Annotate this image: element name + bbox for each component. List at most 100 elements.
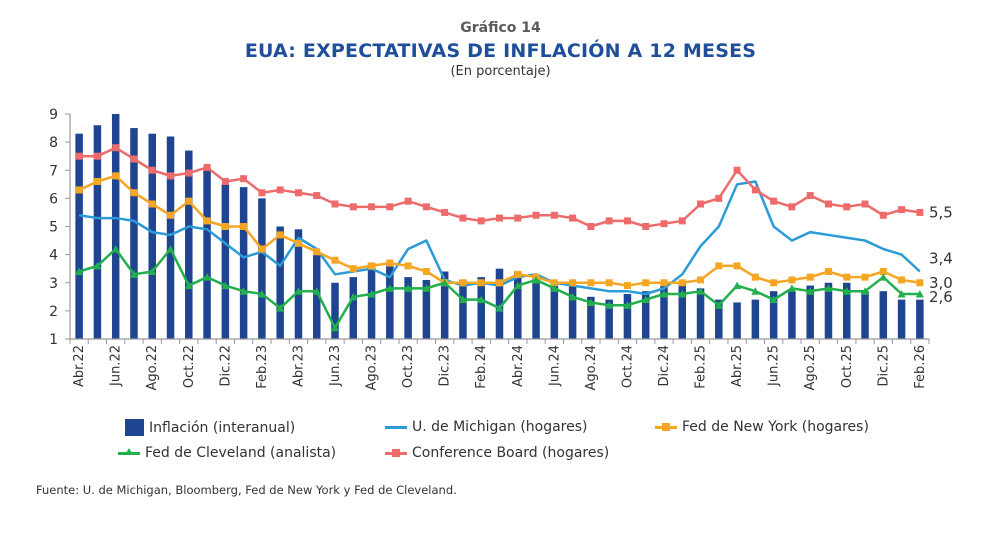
square-marker: [75, 186, 83, 194]
square-marker: [770, 279, 778, 287]
chart-number: Gráfico 14: [460, 20, 541, 36]
triangle-marker: [787, 284, 796, 292]
square-marker: [623, 217, 631, 225]
bar-inflacion: [367, 263, 376, 339]
square-marker: [185, 169, 193, 177]
x-tick-label: Dic.23: [438, 345, 453, 386]
x-tick-label: Oct.24: [620, 345, 635, 388]
x-tick-label: Abr.24: [511, 345, 526, 387]
legend-item-newyork: Fed de New York (hogares): [655, 419, 869, 435]
legend-swatch-line: [385, 448, 407, 457]
triangle-marker: [404, 284, 413, 292]
chart-subtitle: (En porcentaje): [450, 64, 551, 79]
bar-inflacion: [587, 296, 595, 339]
square-marker: [496, 279, 503, 287]
square-marker: [697, 200, 705, 208]
y-tick-label: 6: [49, 191, 58, 207]
square-marker: [441, 208, 449, 216]
square-marker: [404, 197, 412, 205]
triangle-marker: [751, 287, 760, 295]
y-tick-label: 5: [49, 220, 58, 236]
square-marker: [843, 273, 851, 281]
square-marker: [879, 211, 887, 219]
square-marker: [93, 152, 101, 160]
x-tick-label: Jun.22: [109, 345, 124, 387]
square-marker: [496, 214, 503, 222]
square-marker: [221, 223, 229, 230]
bar-inflacion: [477, 277, 485, 339]
square-marker: [386, 203, 394, 211]
bar-inflacion: [751, 299, 760, 339]
triangle-marker: [93, 261, 102, 270]
bar-inflacion: [440, 271, 449, 339]
bar-inflacion: [715, 299, 723, 339]
legend-label: Fed de New York (hogares): [682, 419, 869, 435]
triangle-marker: [477, 295, 486, 304]
x-tick-label: Dic.24: [657, 345, 672, 386]
bar-inflacion: [568, 285, 577, 339]
square-marker: [294, 189, 302, 197]
square-marker: [678, 279, 686, 287]
square-marker: [276, 231, 284, 239]
bar-inflacion: [294, 229, 303, 339]
bar-inflacion: [349, 277, 358, 339]
triangle-marker: [879, 273, 888, 281]
bar-inflacion: [861, 291, 869, 339]
legend-item-inflacion: Inflación (interanual): [125, 419, 295, 436]
y-tick-label: 1: [49, 332, 58, 348]
square-marker: [167, 211, 175, 219]
square-marker: [715, 194, 723, 202]
legend-item-conference-board: Conference Board (hogares): [385, 445, 609, 461]
axes: [69, 114, 930, 344]
square-marker: [514, 214, 522, 222]
square-marker: [422, 203, 430, 211]
triangle-marker: [915, 290, 924, 298]
square-marker: [678, 217, 686, 225]
x-tick-label: Jun.25: [767, 345, 782, 387]
x-tick-label: Ago.24: [584, 345, 599, 391]
bar-inflacion: [495, 268, 504, 339]
triangle-marker: [550, 284, 559, 292]
square-marker: [916, 279, 924, 287]
square-marker: [185, 197, 193, 205]
square-marker: [550, 279, 558, 287]
legend-swatch-bar: [125, 419, 144, 436]
square-marker: [861, 200, 869, 208]
bar-inflacion: [916, 299, 924, 339]
square-marker: [843, 203, 851, 211]
square-marker: [386, 259, 394, 267]
square-marker: [167, 172, 175, 180]
bar-inflacion: [312, 254, 321, 339]
legend-swatch-line: [655, 422, 677, 431]
bar-inflacion: [514, 271, 522, 339]
square-marker: [349, 265, 357, 273]
square-marker: [587, 223, 595, 230]
square-marker: [313, 192, 321, 200]
square-marker: [240, 223, 248, 230]
legend-label: Inflación (interanual): [149, 419, 296, 436]
square-marker: [221, 178, 229, 185]
square-marker: [788, 203, 796, 211]
square-marker: [623, 282, 631, 290]
x-tick-label: Ago.25: [803, 345, 818, 391]
y-tick-label: 2: [49, 304, 58, 320]
square-marker: [642, 223, 650, 230]
y-tick-label: 3: [49, 276, 58, 292]
triangle-marker: [659, 290, 668, 298]
legend-swatch-line: [118, 447, 140, 455]
bar-inflacion: [75, 133, 83, 339]
square-marker: [605, 279, 613, 287]
bar-inflacion: [733, 302, 741, 339]
square-marker: [898, 276, 906, 284]
square-marker: [112, 172, 120, 180]
y-axis-ticks: 1 2 3 4 5 6 7 8 9: [49, 107, 70, 348]
square-marker: [879, 268, 887, 275]
square-marker: [258, 189, 266, 197]
square-marker: [788, 276, 796, 284]
triangle-marker: [221, 281, 230, 290]
bar-inflacion: [185, 150, 193, 339]
square-marker: [751, 186, 759, 194]
bar-inflacion: [203, 167, 211, 339]
x-tick-label: Oct.22: [182, 345, 197, 388]
triangle-marker: [623, 301, 632, 309]
